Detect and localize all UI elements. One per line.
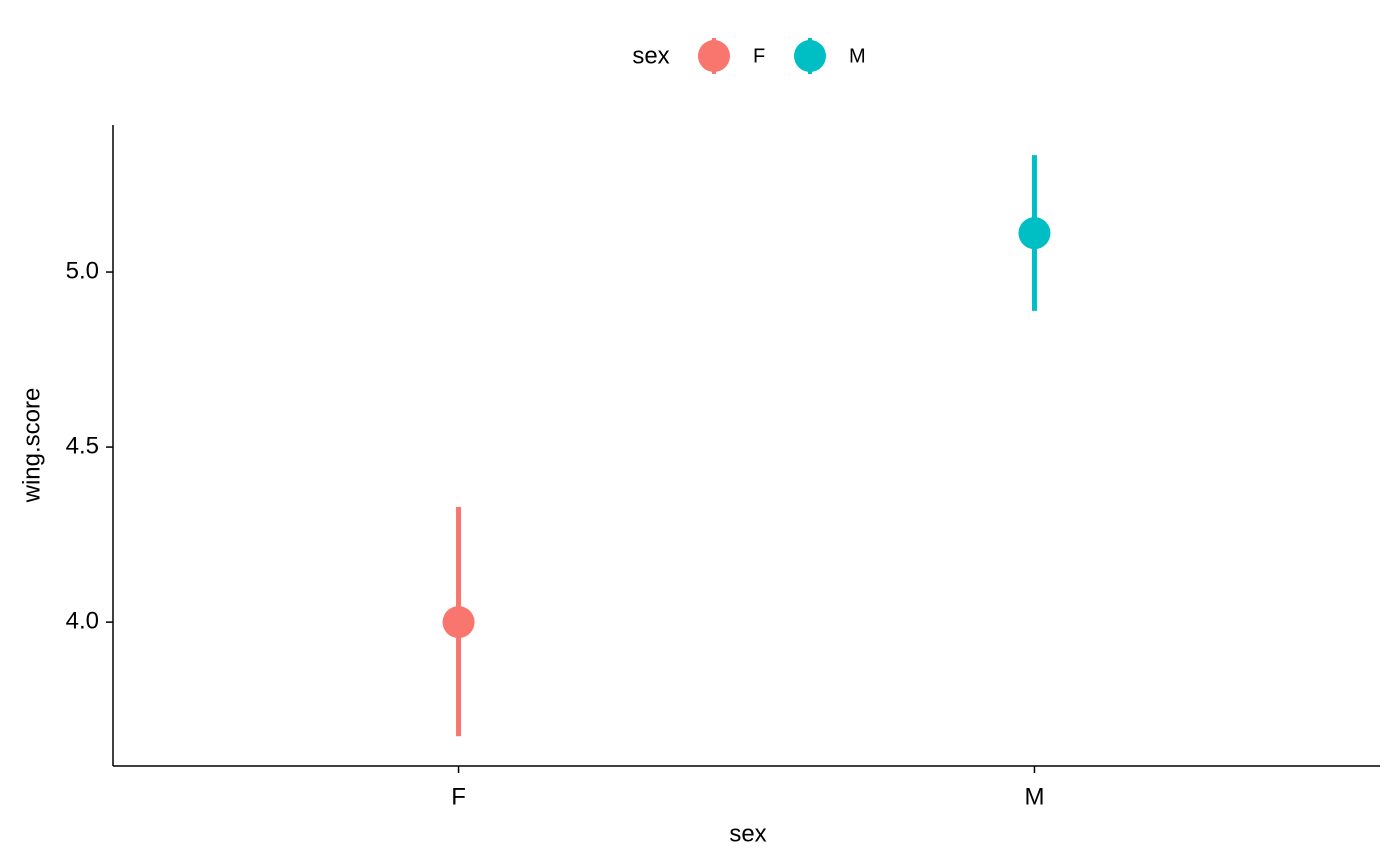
x-axis-title: sex xyxy=(729,820,766,847)
x-tick-label: M xyxy=(1024,783,1044,810)
y-tick-label: 4.0 xyxy=(66,607,99,634)
legend-label: M xyxy=(849,45,866,67)
legend-title: sex xyxy=(632,42,669,69)
point xyxy=(442,606,475,639)
y-tick-label: 5.0 xyxy=(66,257,99,284)
legend-key xyxy=(794,40,826,72)
legend-key xyxy=(698,40,730,72)
x-tick-label: F xyxy=(451,783,466,810)
legend-label: F xyxy=(753,45,765,67)
y-tick-label: 4.5 xyxy=(66,432,99,459)
point xyxy=(1018,217,1051,250)
y-axis-title: wing.score xyxy=(18,388,45,504)
